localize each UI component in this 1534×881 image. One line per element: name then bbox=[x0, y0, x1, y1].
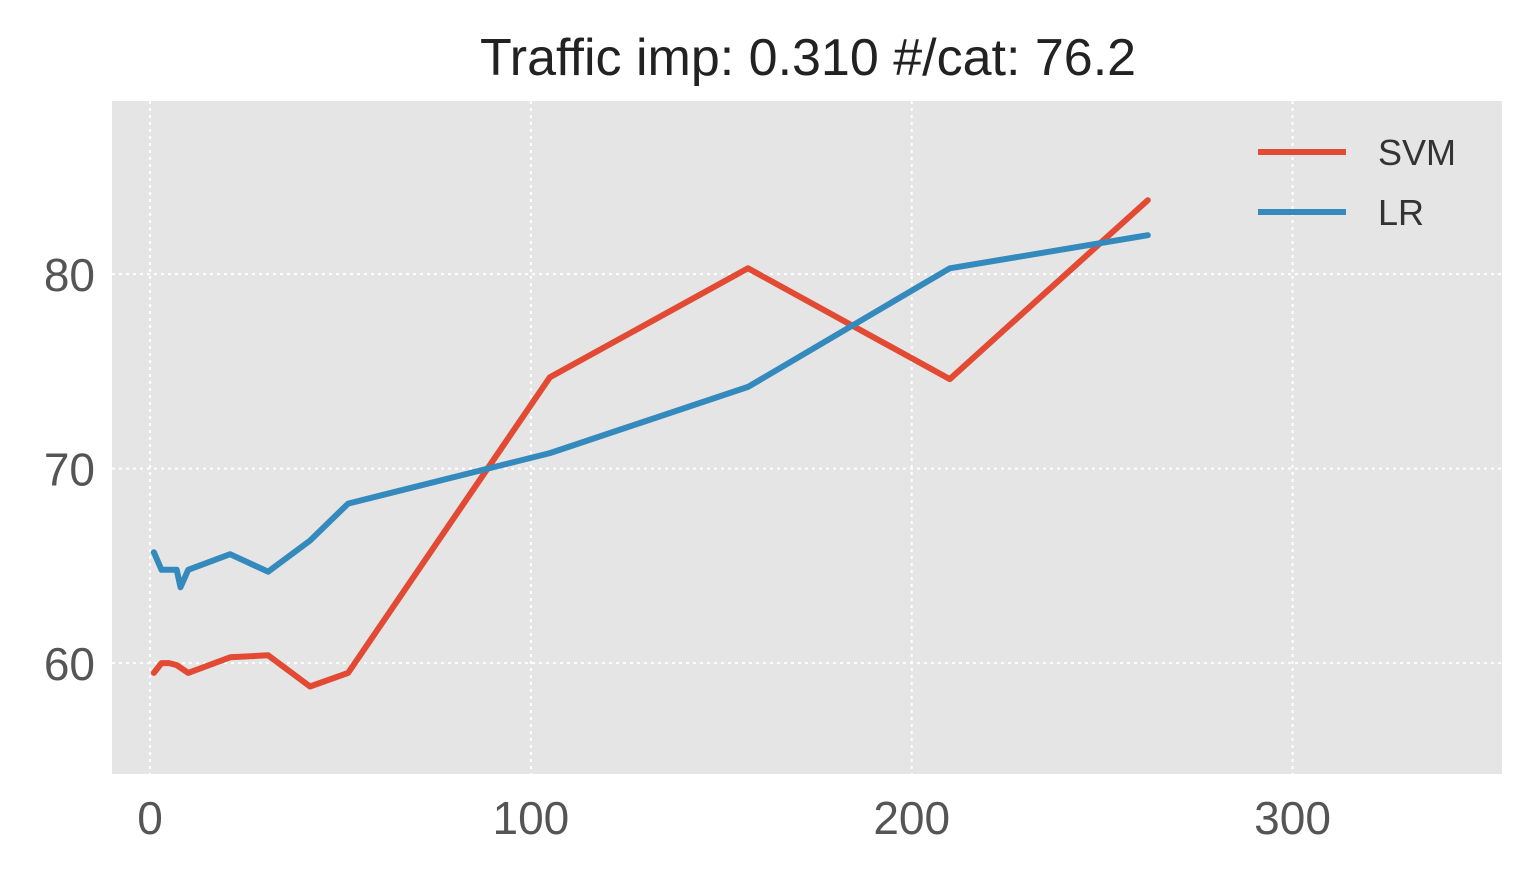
x-tick-label: 300 bbox=[1254, 792, 1331, 844]
x-tick-label: 200 bbox=[873, 792, 950, 844]
y-tick-label: 60 bbox=[44, 638, 95, 690]
legend: SVM LR bbox=[1258, 132, 1456, 233]
tick-labels: 0 100 200 300 60 70 80 bbox=[44, 249, 1331, 844]
y-tick-label: 80 bbox=[44, 249, 95, 301]
x-tick-label: 100 bbox=[493, 792, 570, 844]
y-tick-label: 70 bbox=[44, 444, 95, 496]
legend-label-lr: LR bbox=[1378, 192, 1424, 233]
x-tick-label: 0 bbox=[137, 792, 163, 844]
series-line-svm bbox=[150, 197, 1151, 690]
series-line-lr bbox=[150, 232, 1151, 591]
chart-title: Traffic imp: 0.310 #/cat: 76.2 bbox=[480, 29, 1136, 87]
legend-label-svm: SVM bbox=[1378, 132, 1456, 173]
series bbox=[150, 197, 1151, 690]
